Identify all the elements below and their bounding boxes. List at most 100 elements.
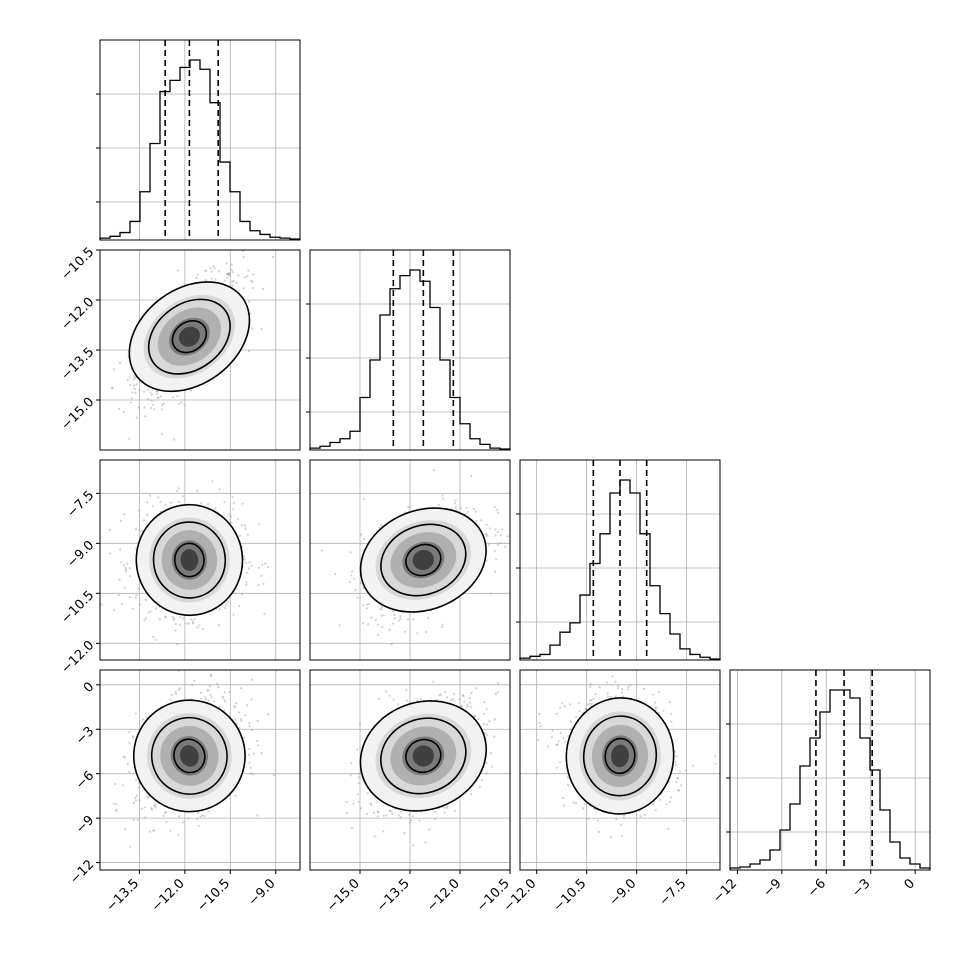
scatter-point [152, 829, 155, 832]
scatter-point [388, 694, 391, 697]
contour-line [405, 738, 442, 774]
scatter-point [241, 593, 244, 596]
scatter-point [382, 814, 385, 817]
scatter-point [126, 378, 130, 381]
scatter-point [193, 618, 196, 621]
contour-line [380, 523, 467, 597]
panel-frame [99, 249, 301, 451]
scatter-point [210, 270, 213, 273]
scatter-point [397, 703, 400, 706]
scatter-panel-1-0: −15.0−13.5−12.0−10.5 [59, 245, 301, 451]
scatter-point [445, 696, 448, 699]
contour-line [173, 542, 205, 578]
scatter-point [135, 594, 138, 597]
scatter-point [373, 811, 376, 814]
scatter-point [143, 619, 146, 622]
contour-line [405, 543, 442, 577]
scatter-point [494, 570, 497, 573]
scatter-point [176, 269, 179, 272]
scatter-point [494, 528, 497, 531]
scatter-point [234, 718, 237, 721]
scatter-point [243, 558, 246, 561]
scatter-point [204, 279, 207, 282]
scatter-point [474, 510, 477, 513]
scatter-point [480, 779, 484, 782]
scatter-point [164, 503, 167, 506]
x-tick-label: −15.0 [324, 876, 363, 915]
scatter-point [434, 810, 437, 813]
y-tick-label: −13.5 [59, 345, 98, 384]
scatter-point [199, 502, 202, 505]
scatter-point [458, 698, 461, 701]
scatter-content [520, 670, 720, 870]
scatter-point [119, 548, 122, 551]
scatter-point [366, 812, 369, 815]
scatter-point [461, 694, 464, 697]
scatter-point [506, 535, 509, 538]
scatter-point [470, 691, 473, 695]
y-tick-label: −12.0 [59, 295, 98, 334]
scatter-point [482, 722, 485, 726]
scatter-point [114, 782, 117, 786]
scatter-point [196, 818, 199, 821]
contour-line [135, 503, 244, 617]
scatter-point [126, 762, 129, 765]
panel-frame [309, 249, 511, 451]
scatter-point [499, 542, 502, 545]
scatter-point [438, 694, 441, 697]
scatter-point [240, 719, 243, 722]
scatter-point [134, 391, 137, 394]
scatter-point [257, 744, 260, 747]
scatter-point [213, 267, 216, 270]
scatter-point [563, 705, 566, 708]
scatter-point [162, 814, 165, 818]
scatter-point [215, 682, 218, 685]
scatter-point [655, 706, 658, 709]
scatter-point [466, 705, 469, 708]
scatter-point [170, 693, 173, 697]
density-shade [178, 326, 200, 347]
scatter-point [445, 806, 448, 809]
scatter-point [144, 617, 147, 620]
scatter-point [496, 543, 499, 546]
scatter-point [260, 574, 263, 577]
scatter-point [360, 533, 363, 536]
scatter-point [434, 817, 437, 821]
scatter-point [384, 690, 388, 693]
scatter-point [377, 697, 380, 701]
scatter-point [643, 813, 647, 816]
scatter-point [248, 725, 251, 728]
scatter-point [389, 810, 392, 813]
scatter-point [161, 403, 164, 406]
scatter-point [115, 809, 118, 812]
scatter-point [134, 528, 138, 531]
scatter-point [177, 688, 180, 692]
scatter-point [210, 277, 213, 280]
scatter-point [245, 583, 248, 587]
scatter-point [418, 819, 421, 822]
scatter-point [129, 575, 132, 578]
scatter-point [153, 829, 156, 832]
y-tick-label: −3 [73, 724, 97, 748]
scatter-point [134, 376, 137, 380]
scatter-point [441, 623, 444, 626]
scatter-point [357, 800, 360, 803]
scatter-point [135, 794, 138, 797]
scatter-point [485, 708, 488, 711]
scatter-point [399, 816, 402, 819]
y-tick-label: −12.0 [59, 638, 98, 677]
scatter-point [256, 719, 259, 723]
scatter-point [192, 622, 195, 625]
scatter-point [412, 618, 415, 621]
scatter-point [260, 752, 263, 755]
scatter-point [143, 806, 146, 809]
scatter-point [252, 273, 255, 276]
scatter-point [176, 395, 179, 398]
scatter-point [489, 752, 492, 755]
scatter-point [659, 798, 662, 801]
scatter-point [199, 691, 203, 694]
scatter-point [496, 691, 499, 694]
scatter-panel-2-1 [309, 459, 511, 661]
scatter-point [241, 502, 244, 505]
